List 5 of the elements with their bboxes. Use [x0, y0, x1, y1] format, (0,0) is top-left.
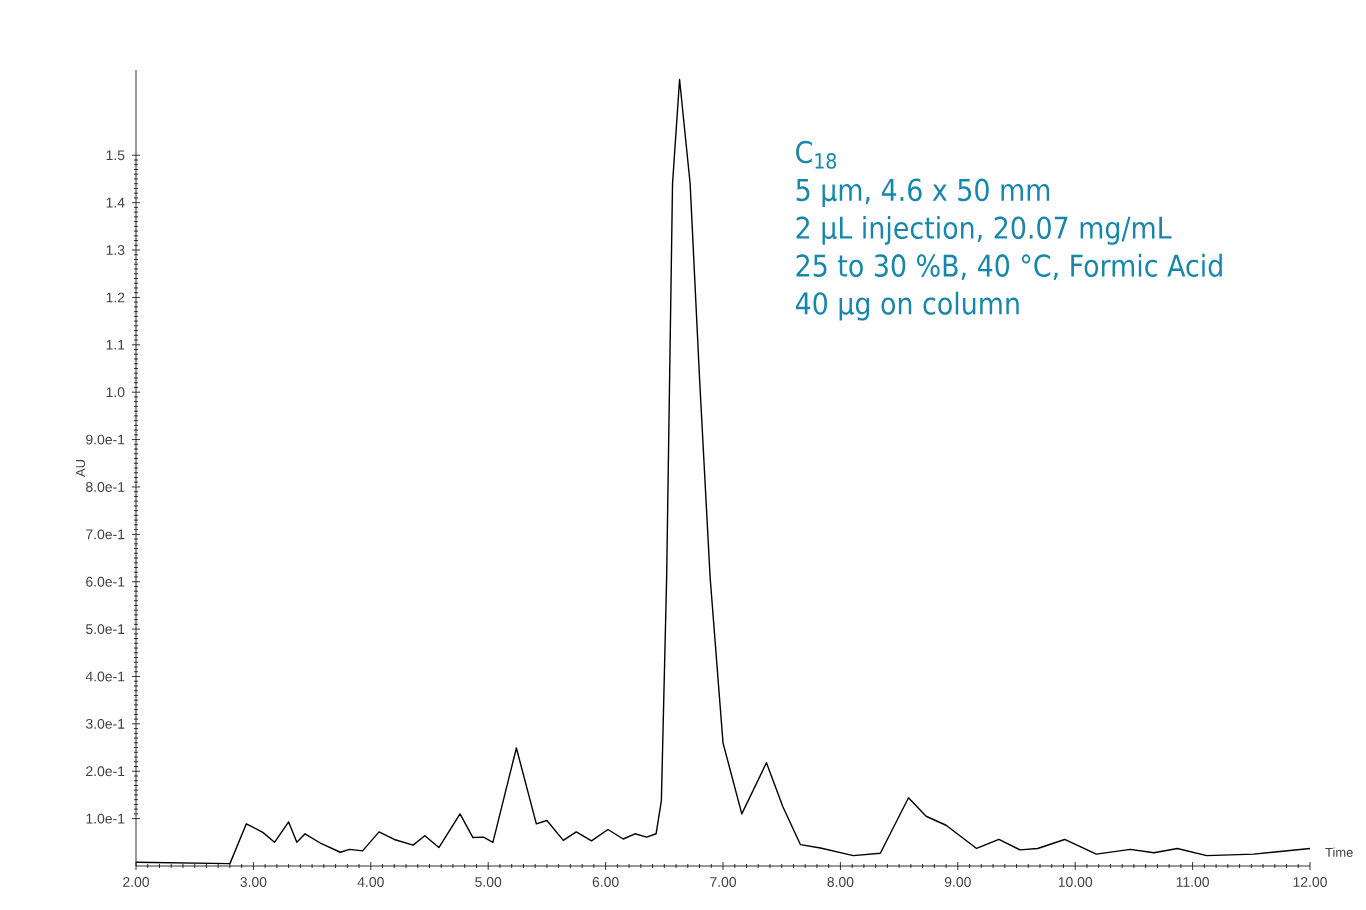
- annotation: 25 to 30 %B, 40 °C, Formic Acid: [796, 253, 1222, 280]
- annotation: 40 µg on column: [795, 291, 1019, 321]
- annotation: C$_{18}$: [796, 140, 837, 169]
- annotation: 5 µm, 4.6 x 50 mm: [796, 178, 1050, 207]
- annotation: 2 µL injection, 20.07 mg/mL: [796, 215, 1172, 245]
